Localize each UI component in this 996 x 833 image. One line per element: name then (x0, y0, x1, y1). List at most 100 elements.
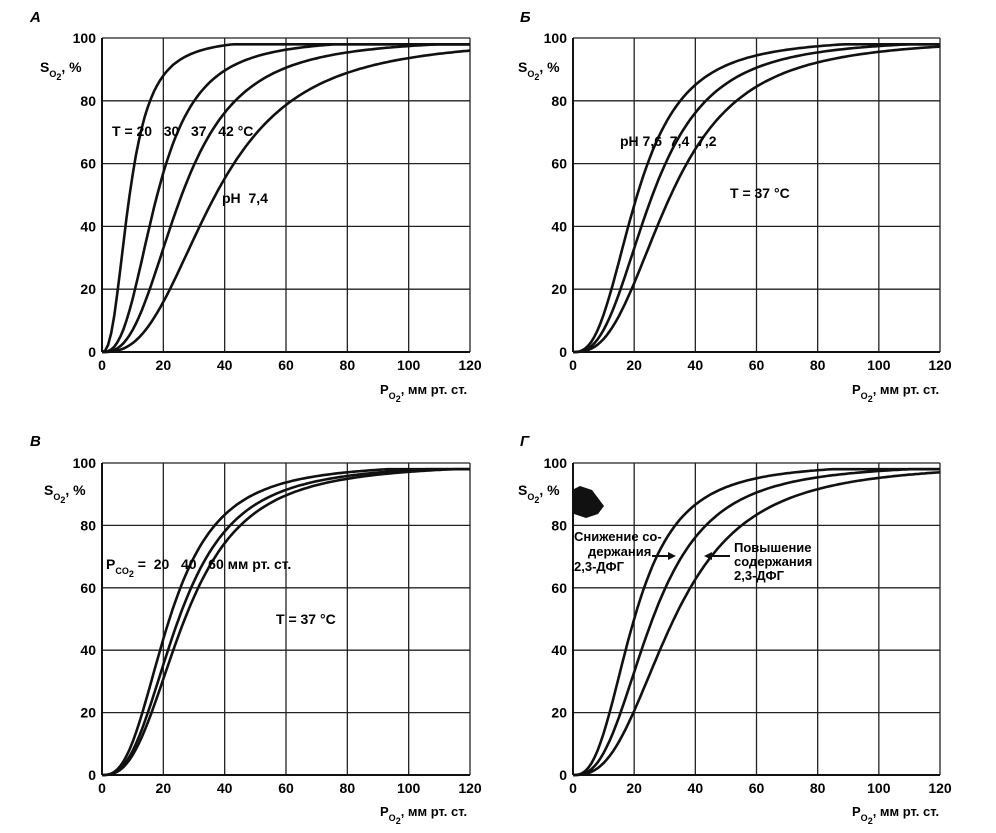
x-tick-label: 40 (217, 780, 233, 796)
y-tick-label: 100 (544, 30, 568, 46)
y-tick-label: 20 (80, 281, 96, 297)
y-tick-label: 60 (551, 580, 567, 596)
x-tick-label: 120 (928, 780, 952, 796)
x-tick-label: 0 (569, 780, 577, 796)
x-tick-label: 60 (749, 780, 765, 796)
y-tick-label: 60 (80, 580, 96, 596)
x-tick-label: 120 (458, 780, 482, 796)
x-tick-label: 120 (458, 357, 482, 373)
series-line (102, 467, 470, 777)
axes (101, 463, 470, 776)
annotation-increase: Повышение содержания 2,3-ДФГ (734, 540, 816, 583)
panel-label: Г (520, 433, 530, 450)
series-line (572, 43, 940, 354)
panel-label: Б (520, 9, 531, 26)
tick-labels: 0 20 40 60 80 100 120 0 20 40 60 80 100 (544, 30, 952, 373)
y-tick-label: 40 (551, 218, 567, 234)
y-tick-label: 40 (80, 218, 96, 234)
y-tick-label: 0 (559, 767, 567, 783)
tick-labels: 0 20 40 60 80 100 120 0 20 40 60 80 100 (544, 455, 952, 796)
y-axis-label: SO2, % (44, 482, 86, 505)
y-axis-label: SO2, % (518, 59, 560, 82)
x-tick-label: 40 (688, 357, 704, 373)
y-tick-label: 100 (73, 455, 97, 471)
x-tick-label: 60 (278, 780, 294, 796)
y-tick-label: 80 (551, 93, 567, 109)
series-line (572, 467, 940, 777)
x-axis-label: PO2, мм рт. ст. (852, 382, 939, 404)
x-tick-label: 40 (217, 357, 233, 373)
series (101, 43, 471, 354)
arrow-head (668, 552, 676, 560)
x-tick-label: 100 (397, 780, 421, 796)
chart-panel-d: Г 0 20 40 60 80 100 120 0 20 40 60 80 100 SO2, % PO2… (518, 433, 952, 826)
axes (572, 463, 940, 776)
series (572, 467, 941, 777)
panel-label: В (30, 433, 41, 450)
x-tick-label: 20 (156, 357, 172, 373)
y-tick-label: 80 (80, 93, 96, 109)
axes (101, 38, 470, 353)
x-tick-label: 40 (688, 780, 704, 796)
x-tick-label: 80 (810, 780, 826, 796)
x-axis-label: PO2, мм рт. ст. (852, 804, 939, 826)
y-tick-label: 40 (551, 642, 567, 658)
x-tick-label: 80 (810, 357, 826, 373)
chart-panel-b: Б 0 20 40 60 80 100 120 0 20 40 60 80 100 SO2, % PO2… (518, 9, 952, 404)
tick-labels: 0 20 40 60 80 100 120 0 20 40 60 80 100 (73, 455, 482, 796)
y-tick-label: 0 (88, 344, 96, 360)
tick-labels: 0 20 40 60 80 100 120 0 20 40 60 80 100 (73, 30, 482, 373)
series-line (573, 45, 941, 354)
annotation-ph: pH 7,6 7,4 7,2 (620, 133, 717, 149)
y-axis-label: SO2, % (40, 59, 82, 82)
series-line (102, 49, 471, 354)
x-tick-label: 80 (340, 357, 356, 373)
series-line (101, 467, 470, 777)
y-tick-label: 0 (559, 344, 567, 360)
y-tick-label: 80 (551, 517, 567, 533)
y-tick-label: 100 (544, 455, 568, 471)
series-line (102, 43, 470, 354)
x-tick-label: 20 (626, 780, 642, 796)
annotation-pco2: PCO2 = 20 40 60 мм рт. ст. (106, 556, 291, 579)
y-tick-label: 60 (551, 156, 567, 172)
x-tick-label: 20 (626, 357, 642, 373)
arrow-head (704, 552, 712, 560)
series-line (573, 471, 941, 777)
y-tick-label: 60 (80, 156, 96, 172)
y-tick-label: 20 (551, 281, 567, 297)
grid (573, 37, 941, 352)
x-axis-label: PO2, мм рт. ст. (380, 382, 467, 404)
y-tick-label: 20 (80, 705, 96, 721)
annotation-temperature: T = 37 °C (276, 611, 336, 627)
series (572, 43, 941, 354)
y-tick-label: 40 (80, 642, 96, 658)
x-tick-label: 60 (749, 357, 765, 373)
x-tick-label: 0 (569, 357, 577, 373)
y-tick-label: 80 (80, 517, 96, 533)
grid (573, 462, 941, 775)
x-tick-label: 60 (278, 357, 294, 373)
x-tick-label: 100 (867, 780, 891, 796)
annotation-temperature: T = 37 °C (730, 185, 790, 201)
series-line (573, 43, 940, 354)
y-tick-label: 100 (73, 30, 97, 46)
annotation-decrease: Снижение со- держания 2,3-ДФГ (574, 529, 665, 574)
x-axis-label: PO2, мм рт. ст. (380, 804, 467, 826)
x-tick-label: 80 (340, 780, 356, 796)
y-tick-label: 0 (88, 767, 96, 783)
chart-panel-c: В 0 20 40 60 80 100 120 0 20 40 60 80 100 SO2, % PO2… (30, 433, 482, 826)
chart-panel-a: А 0 20 40 60 80 100 120 0 20 40 60 80 100 SO2, % PO2… (29, 9, 482, 404)
grid (102, 37, 471, 352)
panel-label: А (29, 9, 41, 26)
axes (572, 38, 940, 353)
x-tick-label: 20 (156, 780, 172, 796)
annotation-ph: pH 7,4 (222, 190, 268, 206)
x-tick-label: 100 (397, 357, 421, 373)
x-tick-label: 0 (98, 357, 106, 373)
x-tick-label: 100 (867, 357, 891, 373)
annotation-temperature: T = 20 30 37 42 °C (112, 123, 253, 139)
series-line (101, 43, 470, 354)
y-axis-label: SO2, % (518, 482, 560, 505)
